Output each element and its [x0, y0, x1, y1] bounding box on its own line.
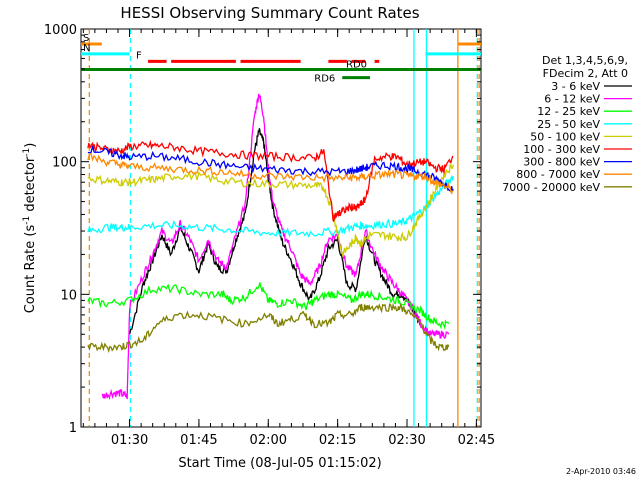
series-line-8 [87, 302, 450, 354]
plot-frame [80, 28, 482, 428]
y-tick-label-2: 100 [52, 156, 77, 171]
series-line-5 [87, 139, 454, 223]
series-line-1 [101, 93, 450, 400]
x-axis-label: Start Time (08-Jul-05 01:15:02) [178, 456, 381, 471]
legend-label-0: 3 - 6 keV [551, 80, 600, 93]
y-axis-label: Count Rate (s-1 detector-1) [22, 143, 38, 314]
state-bar-label-11: RD6 [314, 74, 335, 85]
series-line-0 [128, 128, 422, 335]
series-line-7 [87, 152, 454, 195]
state-bars: SN F RD0 RD6 [81, 33, 481, 85]
legend-label-8: 7000 - 20000 keV [502, 181, 600, 194]
x-tick-label-1: 01:45 [180, 433, 217, 448]
state-bar-label-10: RD0 [346, 60, 367, 71]
legend-label-3: 25 - 50 keV [537, 118, 600, 131]
x-tick-label-3: 02:15 [319, 433, 356, 448]
legend-label-5: 100 - 300 keV [523, 143, 600, 156]
legend-header-1: FDecim 2, Att 0 [543, 67, 628, 80]
x-tick-label-5: 02:45 [458, 433, 495, 448]
legend-label-7: 800 - 7000 keV [516, 168, 600, 181]
y-tick-label-3: 1000 [44, 23, 77, 38]
x-tick-label-4: 02:30 [388, 433, 425, 448]
legend-header-0: Det 1,3,4,5,6,9, [542, 54, 628, 67]
x-tick-label-0: 01:30 [111, 433, 148, 448]
series-line-4 [87, 163, 454, 258]
chart-title: HESSI Observing Summary Count Rates [120, 4, 419, 22]
state-bar-label-4: F [136, 50, 142, 61]
legend-label-2: 12 - 25 keV [537, 105, 600, 118]
y-tick-label-0: 1 [69, 421, 77, 436]
series-line-3 [87, 174, 454, 238]
legend: Det 1,3,4,5,6,9,FDecim 2, Att 03 - 6 keV… [502, 54, 632, 194]
y-tick-label-1: 10 [60, 288, 77, 303]
legend-label-4: 50 - 100 keV [530, 130, 600, 143]
timestamp: 2-Apr-2010 03:46 [566, 467, 636, 476]
axis-ticks: 1 10 100 1000 01:30 01:45 02:00 02:15 02:30 02:45 [44, 23, 495, 448]
state-bar-label-0: S [83, 33, 89, 44]
state-bar-label-2: N [83, 43, 90, 54]
vertical-markers [88, 29, 480, 427]
series-line-6 [87, 145, 454, 193]
series-group [87, 93, 454, 400]
legend-label-6: 300 - 800 keV [523, 156, 600, 169]
legend-label-1: 6 - 12 keV [544, 93, 600, 106]
x-tick-label-2: 02:00 [250, 433, 287, 448]
series-line-2 [87, 282, 450, 331]
plot-area: SN F RD0 RD6 1 10 100 1000 01:30 01:45 02:00 02:15… [44, 23, 495, 448]
